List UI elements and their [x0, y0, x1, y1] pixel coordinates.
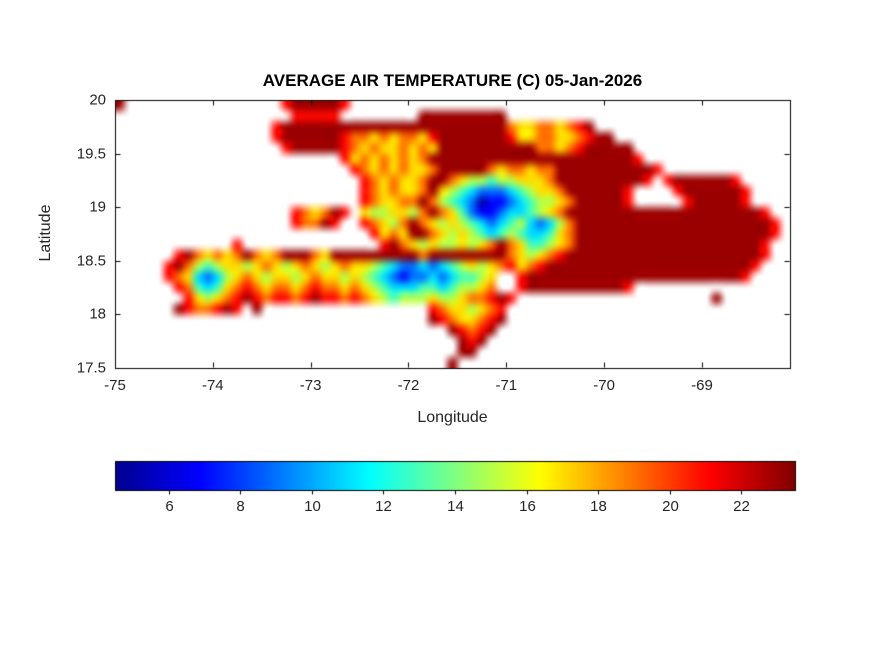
y-tick-label: 18: [89, 305, 106, 323]
y-tick-label: 17.5: [76, 359, 106, 377]
y-tick-label: 20: [89, 91, 106, 109]
x-tick-label: -75: [104, 377, 126, 394]
x-tick-label: -74: [201, 377, 224, 394]
x-tick-label: -71: [495, 377, 518, 394]
colorbar-tick-label: 18: [590, 498, 607, 515]
colorbar-tick-label: 20: [662, 498, 679, 515]
y-tick-label: 19: [89, 198, 106, 216]
colorbar-tick-label: 10: [304, 498, 321, 515]
x-tick-label: -69: [691, 377, 713, 394]
x-axis-label: Longitude: [417, 409, 488, 426]
colorbar-tick-label: 6: [165, 498, 174, 515]
colorbar-tick-label: 12: [375, 498, 392, 515]
x-tick-label: -72: [397, 377, 420, 394]
colorbar-tick-label: 16: [519, 498, 536, 515]
y-axis-label: Latitude: [37, 204, 54, 262]
colorbar-tick-label: 8: [236, 498, 245, 515]
colorbar-tick-label: 22: [733, 498, 750, 515]
x-tick-label: -73: [299, 377, 322, 394]
chart-title: AVERAGE AIR TEMPERATURE (C) 05-Jan-2026: [262, 71, 643, 90]
colorbar-tick-label: 14: [447, 498, 464, 515]
y-tick-label: 18.5: [76, 252, 106, 270]
y-tick-label: 19.5: [76, 145, 106, 163]
x-tick-label: -70: [593, 377, 615, 394]
